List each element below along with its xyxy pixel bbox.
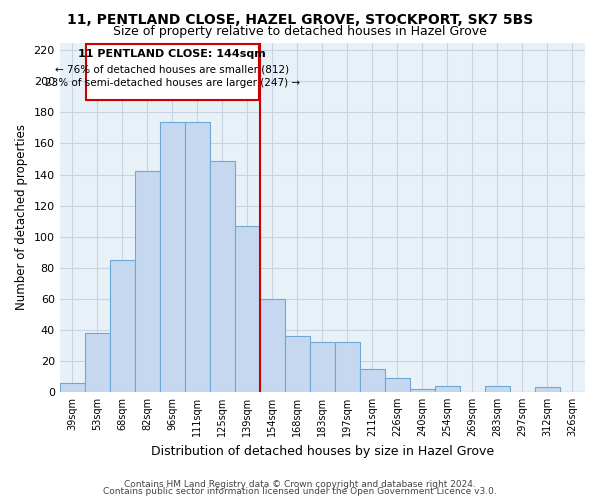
Bar: [110, 260, 135, 392]
Bar: [185, 122, 210, 392]
Bar: [335, 342, 360, 392]
Bar: [260, 298, 285, 392]
Y-axis label: Number of detached properties: Number of detached properties: [15, 124, 28, 310]
Bar: [160, 122, 185, 392]
Bar: [360, 368, 385, 392]
Text: Size of property relative to detached houses in Hazel Grove: Size of property relative to detached ho…: [113, 25, 487, 38]
Bar: [410, 389, 435, 392]
Bar: [235, 226, 260, 392]
Bar: [485, 386, 510, 392]
Bar: [59, 382, 85, 392]
Bar: [85, 333, 110, 392]
Bar: [135, 172, 160, 392]
FancyBboxPatch shape: [86, 44, 259, 100]
Bar: [435, 386, 460, 392]
Text: ← 76% of detached houses are smaller (812): ← 76% of detached houses are smaller (81…: [55, 64, 289, 74]
Bar: [285, 336, 310, 392]
Text: 11, PENTLAND CLOSE, HAZEL GROVE, STOCKPORT, SK7 5BS: 11, PENTLAND CLOSE, HAZEL GROVE, STOCKPO…: [67, 12, 533, 26]
Text: 23% of semi-detached houses are larger (247) →: 23% of semi-detached houses are larger (…: [44, 78, 300, 88]
Bar: [310, 342, 335, 392]
X-axis label: Distribution of detached houses by size in Hazel Grove: Distribution of detached houses by size …: [151, 444, 494, 458]
Text: 11 PENTLAND CLOSE: 144sqm: 11 PENTLAND CLOSE: 144sqm: [79, 50, 266, 59]
Bar: [535, 388, 560, 392]
Bar: [385, 378, 410, 392]
Text: Contains HM Land Registry data © Crown copyright and database right 2024.: Contains HM Land Registry data © Crown c…: [124, 480, 476, 489]
Text: Contains public sector information licensed under the Open Government Licence v3: Contains public sector information licen…: [103, 488, 497, 496]
Bar: [210, 160, 235, 392]
